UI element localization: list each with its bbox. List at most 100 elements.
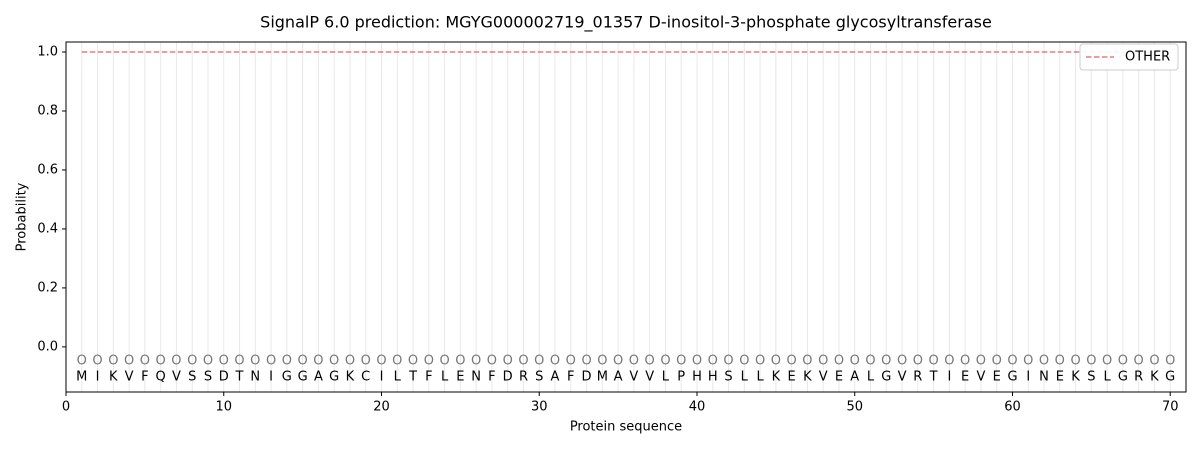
residue-label: I	[380, 370, 384, 385]
region-label: O	[534, 354, 544, 369]
residue-label: L	[394, 370, 402, 385]
residue-label: D	[582, 370, 592, 385]
region-label: O	[708, 354, 718, 369]
residue-label: C	[361, 370, 370, 385]
region-label: O	[1118, 354, 1128, 369]
residue-label: V	[125, 370, 134, 385]
region-label: O	[865, 354, 875, 369]
region-label: O	[124, 354, 134, 369]
residue-label: R	[913, 370, 922, 385]
region-label: O	[629, 354, 639, 369]
region-label: O	[408, 354, 418, 369]
residue-label: A	[314, 370, 323, 385]
region-label: O	[581, 354, 591, 369]
residue-label: G	[1007, 370, 1017, 385]
region-label: O	[518, 354, 528, 369]
x-tick-label: 50	[846, 400, 863, 415]
region-label: O	[1086, 354, 1096, 369]
region-label: O	[1102, 354, 1112, 369]
x-tick-label: 60	[1004, 400, 1021, 415]
region-label: O	[361, 354, 371, 369]
residue-label: T	[408, 370, 417, 385]
residue-label: M	[597, 370, 608, 385]
residue-label: K	[109, 370, 118, 385]
region-label: O	[140, 354, 150, 369]
residue-label: K	[803, 370, 812, 385]
region-label: O	[392, 354, 402, 369]
region-label: O	[818, 354, 828, 369]
region-label: O	[108, 354, 118, 369]
region-label: O	[660, 354, 670, 369]
residue-label: V	[976, 370, 985, 385]
y-axis-label: Probability	[15, 182, 30, 251]
residue-label: P	[677, 370, 685, 385]
legend-label: OTHER	[1125, 50, 1170, 65]
x-tick-label: 0	[62, 400, 70, 415]
residue-label: K	[1150, 370, 1159, 385]
residue-label: L	[1104, 370, 1112, 385]
region-label: O	[676, 354, 686, 369]
residue-label: L	[441, 370, 449, 385]
region-label: O	[976, 354, 986, 369]
region-label: O	[424, 354, 434, 369]
residue-label: G	[329, 370, 339, 385]
residue-label: H	[708, 370, 718, 385]
region-label: O	[944, 354, 954, 369]
region-label: O	[171, 354, 181, 369]
residue-label: L	[741, 370, 749, 385]
residue-label: K	[1071, 370, 1080, 385]
residue-label: S	[188, 370, 196, 385]
y-tick-label: 0.4	[37, 221, 58, 236]
residue-label: N	[471, 370, 481, 385]
residue-label: S	[724, 370, 732, 385]
residue-label: E	[835, 370, 843, 385]
region-label: O	[802, 354, 812, 369]
residue-label: E	[1056, 370, 1064, 385]
x-tick-label: 10	[215, 400, 232, 415]
region-label: O	[881, 354, 891, 369]
residue-label: V	[898, 370, 907, 385]
residue-label: L	[756, 370, 764, 385]
region-label: O	[1070, 354, 1080, 369]
region-label: O	[313, 354, 323, 369]
residue-label: A	[551, 370, 560, 385]
region-label: O	[234, 354, 244, 369]
residue-label: G	[881, 370, 891, 385]
residue-label: R	[1134, 370, 1143, 385]
region-label: O	[329, 354, 339, 369]
region-label: O	[203, 354, 213, 369]
y-tick-label: 0.8	[37, 103, 58, 118]
region-label: O	[928, 354, 938, 369]
region-label: O	[282, 354, 292, 369]
residue-label: G	[1118, 370, 1128, 385]
region-label: O	[487, 354, 497, 369]
region-label: O	[834, 354, 844, 369]
residue-label: E	[788, 370, 796, 385]
y-tick-label: 0.0	[37, 339, 58, 354]
region-label: O	[787, 354, 797, 369]
region-label: O	[897, 354, 907, 369]
region-label: O	[77, 354, 87, 369]
y-tick-label: 0.2	[37, 280, 58, 295]
region-label: O	[723, 354, 733, 369]
residue-label: V	[819, 370, 828, 385]
region-label: O	[1134, 354, 1144, 369]
residue-label: V	[172, 370, 181, 385]
region-label: O	[250, 354, 260, 369]
region-label: O	[266, 354, 276, 369]
x-tick-label: 70	[1162, 400, 1179, 415]
region-label: O	[1039, 354, 1049, 369]
region-label: O	[1165, 354, 1175, 369]
residue-label: G	[1165, 370, 1175, 385]
residue-label: N	[1039, 370, 1049, 385]
residue-label: K	[346, 370, 355, 385]
x-tick-label: 40	[689, 400, 706, 415]
residue-label: G	[298, 370, 308, 385]
residue-label: T	[235, 370, 244, 385]
region-label: O	[550, 354, 560, 369]
region-label: O	[92, 354, 102, 369]
residue-label: E	[993, 370, 1001, 385]
residue-label: D	[503, 370, 513, 385]
region-label: O	[1007, 354, 1017, 369]
region-label: O	[613, 354, 623, 369]
